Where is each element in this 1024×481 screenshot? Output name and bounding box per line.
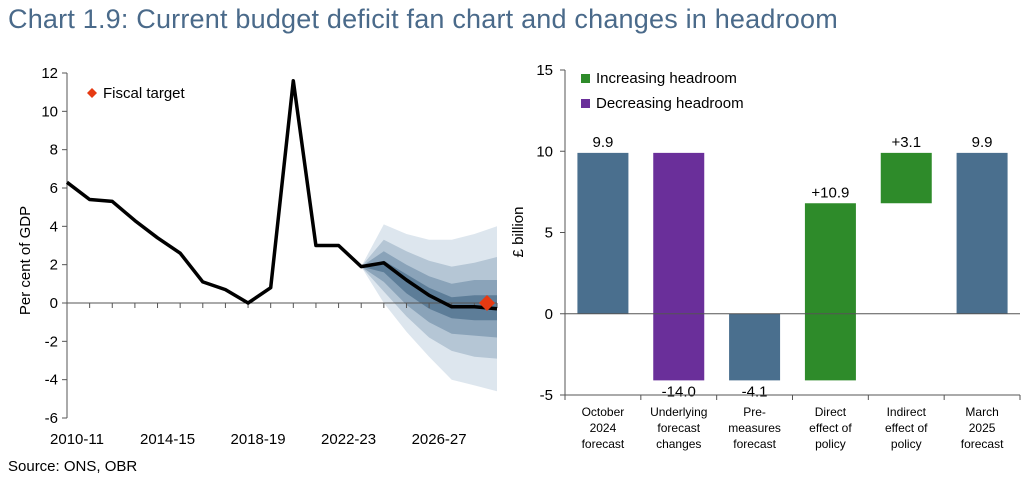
fiscal-target-legend-marker [87, 88, 97, 98]
waterfall-chart: 9.9 October 2024 forecast -14.0 Underlying for… [510, 62, 1021, 451]
left-x-tick-label: 2010-11 [50, 431, 104, 448]
right-y-tick-label: -5 [540, 387, 553, 404]
bar-3 [729, 313, 781, 381]
page-title: Chart 1.9: Current budget deficit fan ch… [8, 4, 838, 34]
bar-value-label: +10.9 [811, 184, 849, 201]
left-y-tick-label: -6 [45, 410, 58, 427]
right-y-axis-title: £ billion [510, 207, 527, 258]
left-x-tick-label: 2014-15 [140, 431, 195, 448]
source-note: Source: ONS, OBR [8, 458, 138, 475]
bar-5 [880, 152, 932, 204]
left-y-tick-label: 4 [50, 218, 58, 235]
left-y-tick-label: 0 [50, 295, 58, 312]
category-label: measures [728, 421, 781, 435]
left-y-tick-label: -4 [45, 372, 58, 389]
legend-swatch [581, 74, 590, 83]
category-label: effect of [809, 421, 852, 435]
category-label: Underlying [650, 405, 707, 419]
right-y-tick-label: 10 [536, 143, 553, 160]
category-label: policy [891, 437, 922, 451]
left-y-tick-label: 8 [50, 142, 58, 159]
right-y-tick-label: 15 [536, 62, 553, 79]
bar-4 [804, 203, 856, 381]
category-label: policy [815, 437, 846, 451]
category-label: forecast [733, 437, 776, 451]
bar-value-label: 9.9 [592, 134, 613, 151]
fan-chart: -6 -4 -2 0 2 4 6 8 10 12 2010-11 2014-15 2018-19 2022… [17, 65, 498, 448]
left-x-tick-label: 2018-19 [231, 431, 286, 448]
fiscal-target-marker [479, 295, 495, 311]
left-y-axis-title: Per cent of GDP [17, 206, 34, 315]
right-y-tick-label: 5 [545, 225, 553, 242]
category-label: Indirect [887, 405, 927, 419]
legend-label: Increasing headroom [596, 70, 737, 87]
left-y-tick-label: -2 [45, 333, 58, 350]
category-label: March [965, 405, 998, 419]
bar-value-label: 9.9 [972, 134, 993, 151]
category-label: October [582, 405, 625, 419]
left-x-tick-label: 2022-23 [321, 431, 376, 448]
category-label: Direct [815, 405, 847, 419]
bar-2 [653, 152, 705, 381]
bar-6 [956, 152, 1008, 314]
category-label: changes [656, 437, 701, 451]
bar-value-label: -14.0 [662, 383, 696, 400]
category-label: effect of [885, 421, 928, 435]
category-label: forecast [961, 437, 1004, 451]
category-label: forecast [657, 421, 700, 435]
left-y-tick-label: 2 [50, 257, 58, 274]
bar-value-label: +3.1 [891, 134, 921, 151]
left-y-tick-label: 10 [41, 103, 58, 120]
category-label: forecast [582, 437, 625, 451]
category-label: Pre- [743, 405, 766, 419]
right-y-tick-label: 0 [545, 306, 553, 323]
category-label: 2025 [969, 421, 996, 435]
category-label: 2024 [590, 421, 617, 435]
legend-swatch [581, 99, 590, 108]
left-y-tick-label: 12 [41, 65, 58, 82]
left-y-tick-label: 6 [50, 180, 58, 197]
bar-value-label: -4.1 [742, 383, 768, 400]
fiscal-target-legend-label: Fiscal target [103, 85, 186, 102]
legend-label: Decreasing headroom [596, 95, 744, 112]
bar-1 [577, 152, 629, 314]
deficit-line [65, 78, 498, 311]
left-x-tick-label: 2026-27 [412, 431, 467, 448]
